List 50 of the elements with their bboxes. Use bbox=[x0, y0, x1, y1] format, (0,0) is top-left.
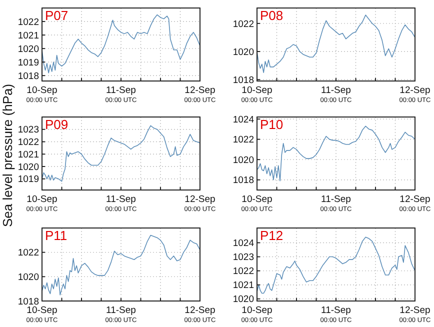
y-tick-label: 1020 bbox=[232, 46, 254, 58]
x-tick-label: 10-Sep 00:00 UTC bbox=[241, 305, 274, 324]
x-tick-label: 10-Sep 00:00 UTC bbox=[26, 305, 58, 324]
x-tick-label: 10-Sep 00:00 UTC bbox=[241, 194, 274, 213]
x-tick-label: 12-Sep 00:00 UTC bbox=[399, 85, 432, 104]
y-tick-label: 1018 bbox=[232, 175, 254, 186]
y-tick-label: 1024 bbox=[232, 238, 254, 250]
y-tick-label: 1022 bbox=[18, 16, 39, 28]
chart-title: P11 bbox=[45, 228, 68, 243]
chart-title: P12 bbox=[260, 228, 284, 243]
y-axis-title: Sea level pressure (hPa) bbox=[0, 84, 15, 228]
y-tick-label: 1018 bbox=[232, 74, 254, 86]
y-tick-label: 1021 bbox=[18, 149, 39, 160]
x-tick-label: 12-Sep 00:00 UTC bbox=[184, 85, 216, 104]
chart-title: P08 bbox=[260, 8, 284, 23]
y-tick-label: 1018 bbox=[18, 70, 39, 82]
y-tick-label: 1023 bbox=[232, 252, 254, 264]
x-tick-label: 10-Sep 00:00 UTC bbox=[26, 85, 58, 104]
y-tick-label: 1020 bbox=[232, 294, 254, 306]
x-tick-label: 11-Sep 00:00 UTC bbox=[320, 194, 352, 213]
y-tick-label: 1019 bbox=[18, 174, 39, 186]
x-tick-label: 10-Sep 00:00 UTC bbox=[241, 85, 274, 104]
y-tick-label: 1024 bbox=[232, 114, 254, 126]
x-tick-label: 11-Sep 00:00 UTC bbox=[105, 85, 138, 104]
x-tick-label: 12-Sep 00:00 UTC bbox=[184, 194, 216, 213]
chart-title: P07 bbox=[45, 8, 68, 23]
x-tick-label: 11-Sep 00:00 UTC bbox=[105, 305, 138, 324]
chart-title: P09 bbox=[45, 117, 68, 132]
y-tick-label: 1020 bbox=[18, 44, 39, 55]
x-tick-label: 11-Sep 00:00 UTC bbox=[320, 305, 352, 324]
chart-title: P10 bbox=[260, 117, 284, 132]
y-tick-label: 1022 bbox=[232, 18, 254, 30]
y-tick-label: 1020 bbox=[18, 272, 39, 283]
y-tick-label: 1019 bbox=[18, 57, 39, 68]
y-tick-label: 1020 bbox=[18, 162, 39, 173]
y-tick-label: 1020 bbox=[232, 154, 254, 166]
x-tick-label: 11-Sep 00:00 UTC bbox=[105, 194, 138, 213]
y-tick-label: 1021 bbox=[232, 280, 254, 292]
y-tick-label: 1023 bbox=[18, 124, 39, 136]
x-tick-label: 10-Sep 00:00 UTC bbox=[26, 194, 58, 213]
x-tick-label: 11-Sep 00:00 UTC bbox=[320, 85, 352, 104]
y-tick-label: 1022 bbox=[232, 266, 254, 278]
y-tick-label: 1022 bbox=[232, 134, 254, 146]
x-tick-label: 12-Sep 00:00 UTC bbox=[184, 305, 216, 324]
x-tick-label: 12-Sep 00:00 UTC bbox=[399, 305, 432, 324]
y-tick-label: 1018 bbox=[18, 296, 39, 308]
x-tick-label: 12-Sep 00:00 UTC bbox=[399, 194, 432, 213]
y-tick-label: 1022 bbox=[18, 137, 39, 148]
y-tick-label: 1022 bbox=[18, 248, 39, 259]
y-tick-label: 1021 bbox=[18, 30, 39, 42]
